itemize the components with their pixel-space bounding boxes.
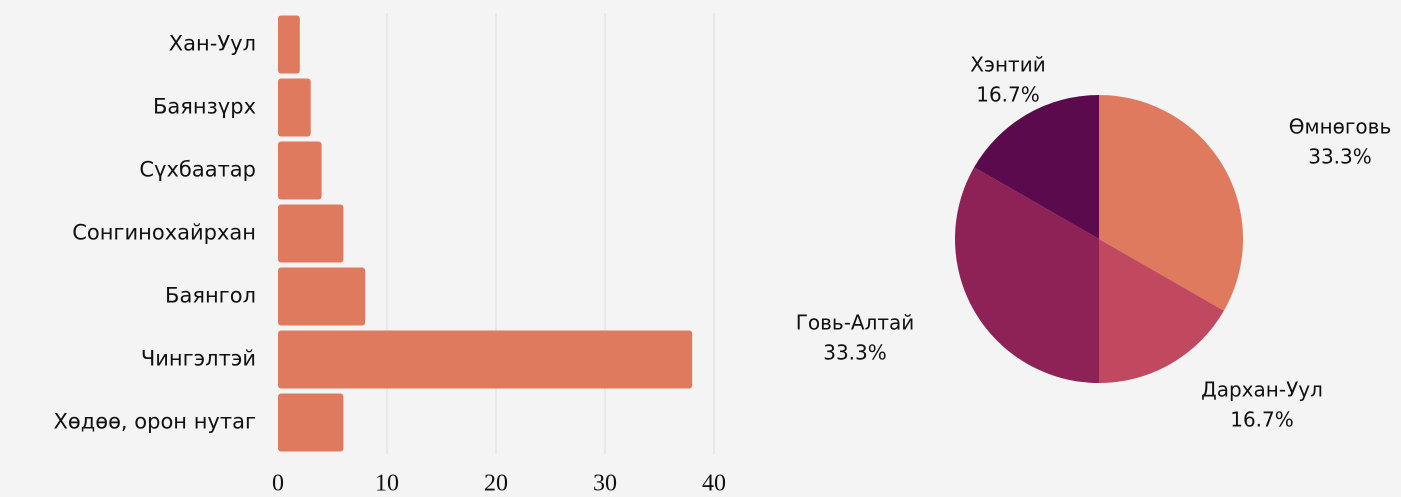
bar: [278, 141, 322, 200]
category-label: Баянзүрх: [153, 95, 256, 119]
bar: [278, 393, 344, 452]
category-label: Чингэлтэй: [141, 347, 256, 371]
slice-label: Өмнөговь: [1289, 115, 1391, 139]
category-label: Хөдөө, орон нутаг: [53, 410, 256, 434]
bar: [278, 15, 300, 74]
pie-slice: [1099, 95, 1243, 311]
slice-value-label: 33.3%: [823, 341, 887, 365]
category-label: Баянгол: [165, 284, 256, 308]
category-label: Сүхбаатар: [139, 158, 256, 182]
category-label: Хан-Уул: [169, 32, 256, 56]
slice-label: Хэнтий: [970, 53, 1045, 77]
bar: [278, 204, 344, 263]
pie-slice: [974, 95, 1099, 239]
slice-value-label: 16.7%: [976, 83, 1040, 107]
slice-value-label: 33.3%: [1308, 145, 1372, 169]
x-tick-label: 10: [375, 471, 399, 497]
bar: [278, 330, 693, 389]
slice-value-label: 16.7%: [1230, 408, 1294, 432]
category-label: Сонгинохайрхан: [72, 221, 256, 245]
x-tick-label: 20: [484, 471, 508, 497]
x-tick-label: 0: [272, 471, 284, 497]
bar: [278, 78, 311, 137]
pie-slice: [1099, 239, 1224, 383]
pie-slice: [955, 167, 1099, 383]
slice-label: Говь-Алтай: [796, 311, 915, 335]
x-tick-label: 30: [593, 471, 617, 497]
slice-label: Дархан-Уул: [1201, 378, 1323, 402]
bar: [278, 267, 366, 326]
x-tick-label: 40: [702, 471, 726, 497]
